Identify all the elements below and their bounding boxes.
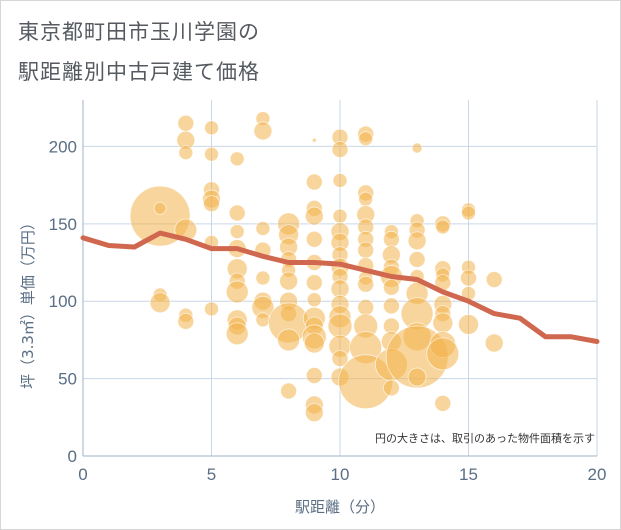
data-bubble xyxy=(304,403,324,423)
data-bubble xyxy=(305,274,323,292)
data-bubble xyxy=(178,145,194,161)
data-bubble xyxy=(332,173,348,188)
data-bubble xyxy=(253,121,273,141)
data-bubble xyxy=(358,131,374,147)
data-bubble xyxy=(305,230,323,248)
data-bubble xyxy=(382,230,400,248)
chart-title-line2: 駅距離別中古戸建て価格 xyxy=(18,60,260,84)
data-bubble xyxy=(426,337,460,371)
x-tick-label: 0 xyxy=(78,465,87,484)
data-bubble xyxy=(432,312,454,334)
data-bubble xyxy=(357,241,375,259)
data-bubble xyxy=(461,205,476,221)
data-bubble xyxy=(305,173,323,191)
data-bubble xyxy=(311,137,317,143)
data-bubble xyxy=(434,394,452,412)
x-axis-label: 駅距離（分） xyxy=(295,498,385,516)
data-bubble xyxy=(460,269,477,287)
data-bubble xyxy=(149,292,171,314)
data-bubble xyxy=(485,271,503,288)
data-bubble xyxy=(279,271,299,291)
data-bubble xyxy=(204,146,219,162)
data-bubble xyxy=(304,206,324,226)
data-bubble xyxy=(408,251,426,268)
data-bubble xyxy=(382,278,400,296)
data-bubble xyxy=(225,322,249,346)
y-tick-label: 50 xyxy=(58,370,77,389)
data-bubble xyxy=(229,151,245,167)
data-bubble xyxy=(204,301,219,317)
data-bubble xyxy=(357,275,375,293)
data-bubble xyxy=(407,231,427,251)
data-bubble xyxy=(382,297,400,315)
data-bubble xyxy=(204,120,219,136)
y-tick-label: 0 xyxy=(68,447,77,466)
data-bubble xyxy=(411,142,423,154)
data-bubble xyxy=(303,332,325,354)
y-tick-label: 100 xyxy=(49,292,77,311)
data-bubble xyxy=(435,219,451,235)
data-bubble xyxy=(255,270,271,286)
data-bubble xyxy=(306,292,322,308)
data-bubble xyxy=(357,299,375,316)
data-bubble xyxy=(484,333,504,353)
data-bubble xyxy=(203,195,220,213)
data-bubble xyxy=(358,191,374,207)
size-note: 円の大きさは、取引のあった物件面積を示す xyxy=(375,431,595,445)
y-tick-label: 150 xyxy=(49,215,77,234)
data-bubble xyxy=(458,314,479,335)
data-bubble xyxy=(305,367,323,384)
data-bubble xyxy=(228,204,246,222)
data-bubble xyxy=(332,208,348,224)
x-tick-label: 10 xyxy=(331,465,350,484)
data-bubble xyxy=(331,350,349,367)
data-bubble xyxy=(255,221,271,236)
average-trend-line xyxy=(80,230,600,344)
bubble-layer xyxy=(129,111,504,423)
data-bubble xyxy=(382,379,400,397)
y-tick-label: 200 xyxy=(49,137,77,156)
data-bubble xyxy=(177,312,195,330)
y-axis-label: 坪（3.3㎡）単価（万円） xyxy=(19,215,37,389)
data-bubble xyxy=(280,382,298,400)
data-bubble xyxy=(225,280,249,304)
data-bubble xyxy=(407,367,427,387)
x-tick-label: 20 xyxy=(588,465,607,484)
x-tick-label: 15 xyxy=(459,465,478,484)
x-tick-label: 5 xyxy=(207,465,216,484)
data-bubble xyxy=(153,201,167,215)
data-bubble xyxy=(277,328,301,352)
data-bubble xyxy=(327,313,353,339)
data-bubble xyxy=(177,114,195,132)
data-bubble xyxy=(331,141,349,158)
data-bubble xyxy=(255,312,271,328)
data-bubble xyxy=(229,224,245,239)
trend-line-layer xyxy=(80,230,600,344)
chart-title-line1: 東京都町田市玉川学園の xyxy=(18,20,260,44)
